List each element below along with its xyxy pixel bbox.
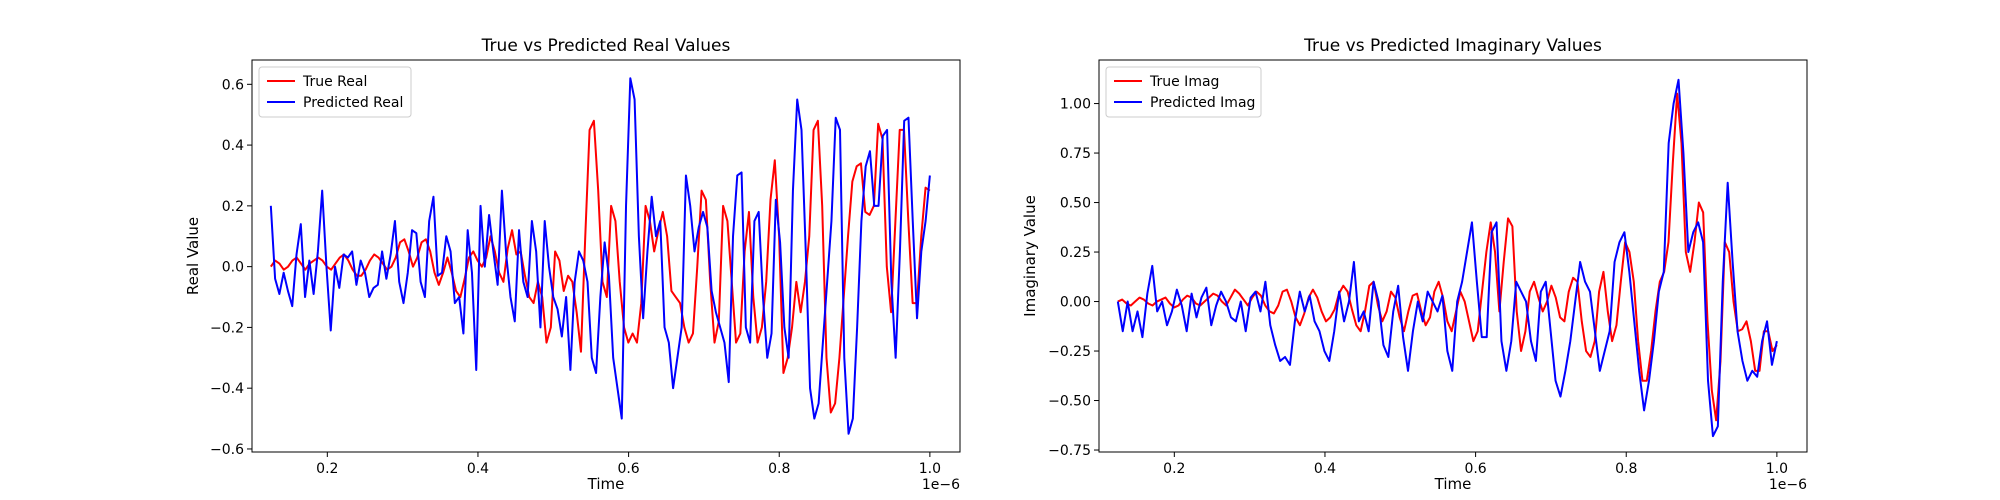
y-tick-label: 0.00 — [1060, 295, 1091, 311]
y-tick-label: 0.2 — [222, 199, 244, 215]
y-tick-label: −0.50 — [1048, 394, 1091, 410]
x-tick-label: 0.8 — [1615, 461, 1637, 477]
x-tick-label: 0.4 — [1314, 461, 1336, 477]
y-tick-label: −0.2 — [210, 320, 244, 336]
y-tick-label: −0.75 — [1048, 443, 1091, 459]
series-line-predicted-imag — [1116, 78, 1778, 438]
x-tick-label: 0.6 — [1464, 461, 1486, 477]
y-tick-label: 0.4 — [222, 138, 244, 154]
series-line-predicted-real — [269, 77, 931, 435]
plot-frame — [1098, 59, 1808, 453]
legend-box — [258, 66, 412, 118]
chart-imaginary-values: True vs Predicted Imaginary Values Time … — [1021, 36, 1808, 493]
y-tick-label: −0.6 — [210, 442, 244, 458]
x-axis-label: Time — [1434, 475, 1472, 493]
x-axis-offset-text: 1e−6 — [922, 477, 960, 493]
y-tick-label: 0.75 — [1060, 146, 1091, 162]
x-tick-label: 1.0 — [919, 461, 941, 477]
plot-frame — [251, 59, 961, 453]
x-tick-label: 0.6 — [617, 461, 639, 477]
chart-real-values: True vs Predicted Real Values Time Real … — [184, 36, 961, 493]
legend-entry: Predicted Imag — [1150, 95, 1255, 111]
series-line-true-real — [270, 119, 931, 414]
y-tick-label: −0.4 — [210, 381, 244, 397]
legend-box — [1105, 66, 1262, 118]
y-tick-label: −0.25 — [1048, 344, 1091, 360]
x-axis-offset-text: 1e−6 — [1769, 477, 1807, 493]
series-line-true-imag — [1117, 92, 1778, 422]
x-tick-label: 0.8 — [768, 461, 790, 477]
chart-title: True vs Predicted Real Values — [481, 36, 731, 56]
x-tick-label: 1.0 — [1766, 461, 1788, 477]
legend-entry: True Real — [302, 74, 367, 90]
y-tick-label: 1.00 — [1060, 97, 1091, 113]
legend-entry: Predicted Real — [303, 95, 403, 111]
x-tick-label: 0.2 — [1163, 461, 1185, 477]
y-axis-label: Real Value — [184, 217, 202, 295]
series-group — [1116, 78, 1778, 438]
x-tick-label: 0.2 — [316, 461, 338, 477]
series-group — [269, 77, 931, 435]
legend-entry: True Imag — [1149, 74, 1219, 90]
y-axis-label: Imaginary Value — [1021, 195, 1039, 317]
chart-title: True vs Predicted Imaginary Values — [1303, 36, 1602, 56]
x-axis-label: Time — [587, 475, 625, 493]
y-tick-label: 0.50 — [1060, 196, 1091, 212]
x-tick-label: 0.4 — [467, 461, 489, 477]
y-tick-label: 0.25 — [1060, 245, 1091, 261]
y-tick-label: 0.6 — [222, 77, 244, 93]
y-tick-label: 0.0 — [222, 260, 244, 276]
